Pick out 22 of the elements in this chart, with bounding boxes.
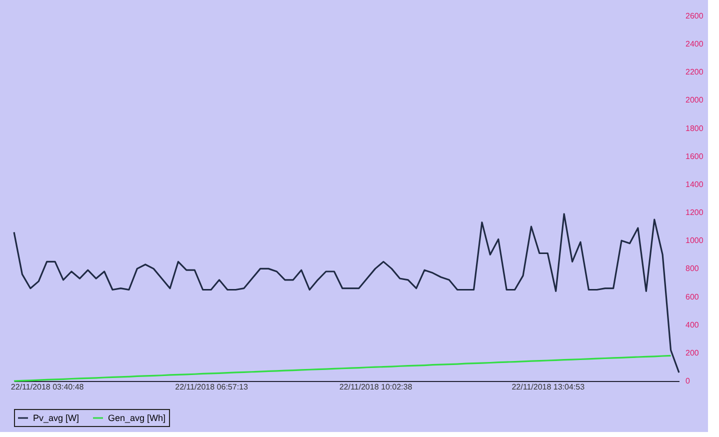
y-tick-label: 400 [686,320,700,330]
y-tick-label: 0 [686,376,690,386]
x-tick-label: 22/11/2018 13:04:53 [512,382,586,392]
y-tick-label: 2600 [686,12,704,20]
y-tick-label: 1000 [686,236,704,246]
y-tick-label: 600 [686,292,700,302]
y-tick-label: 200 [686,348,700,358]
y-tick-label: 1600 [686,152,704,161]
x-tick-label: 22/11/2018 10:02:38 [339,382,413,392]
y-tick-label: 1800 [686,124,704,133]
legend-label: Gen_avg [Wh] [108,413,166,423]
y-tick-label: 1200 [686,208,704,218]
legend-label: Pv_avg [W] [33,413,80,423]
x-tick-label: 22/11/2018 03:40:48 [10,382,84,392]
line-series [13,354,672,382]
x-tick-label: 22/11/2018 06:57:13 [175,382,248,392]
y-tick-label: 800 [686,264,700,274]
line-series [13,213,680,374]
y-tick-label: 2400 [686,40,704,49]
y-tick-label: 2000 [686,96,704,105]
y-tick-label: 1400 [686,180,704,189]
y-tick-label: 2200 [686,68,704,77]
